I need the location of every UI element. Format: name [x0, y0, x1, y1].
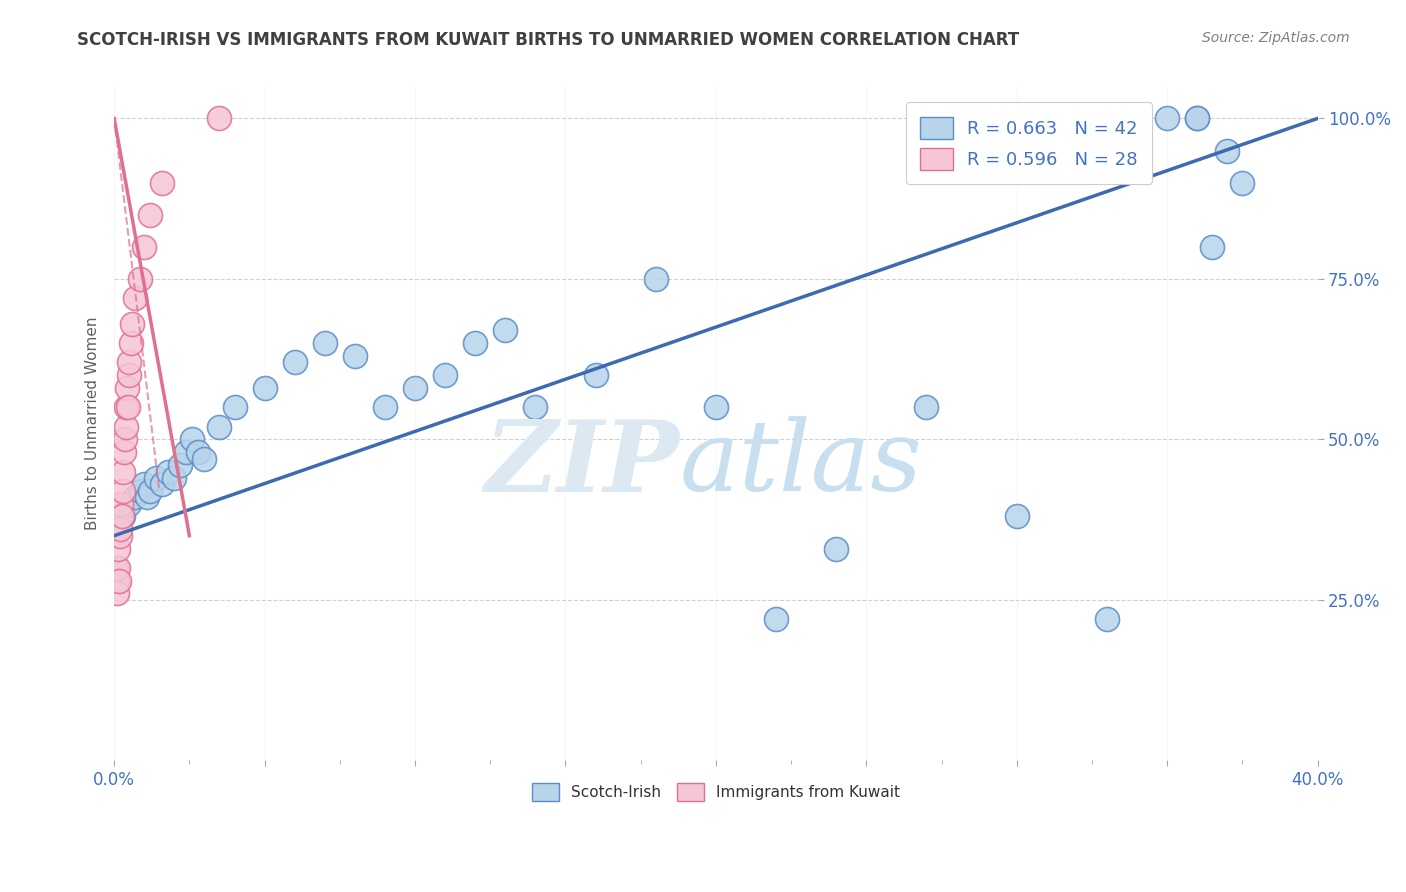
Point: [139, 208, 162, 222]
Point: [114, 419, 136, 434]
Point: [112, 445, 135, 459]
Point: [115, 381, 138, 395]
Point: [1232, 176, 1254, 190]
Point: [1201, 240, 1223, 254]
Point: [464, 336, 486, 351]
Point: [343, 349, 366, 363]
Point: [825, 541, 848, 556]
Point: [187, 445, 209, 459]
Point: [139, 483, 162, 498]
Point: [253, 381, 276, 395]
Point: [1095, 612, 1118, 626]
Point: [108, 574, 131, 588]
Point: [112, 509, 135, 524]
Point: [181, 433, 204, 447]
Point: [118, 355, 141, 369]
Text: ZIP: ZIP: [485, 416, 679, 512]
Point: [208, 112, 231, 126]
Point: [284, 355, 307, 369]
Point: [176, 445, 198, 459]
Y-axis label: Births to Unmarried Women: Births to Unmarried Women: [86, 317, 100, 530]
Point: [105, 574, 128, 588]
Point: [765, 612, 787, 626]
Point: [118, 497, 141, 511]
Point: [121, 317, 143, 331]
Point: [136, 490, 159, 504]
Point: [150, 477, 173, 491]
Point: [224, 401, 246, 415]
Point: [524, 401, 547, 415]
Point: [1187, 112, 1209, 126]
Point: [105, 586, 128, 600]
Point: [1156, 112, 1178, 126]
Point: [1187, 112, 1209, 126]
Point: [117, 401, 139, 415]
Legend: Scotch-Irish, Immigrants from Kuwait: Scotch-Irish, Immigrants from Kuwait: [519, 771, 912, 814]
Point: [110, 497, 132, 511]
Point: [111, 509, 134, 524]
Point: [585, 368, 607, 383]
Point: [208, 419, 231, 434]
Point: [112, 465, 135, 479]
Point: [1216, 144, 1239, 158]
Point: [150, 176, 173, 190]
Point: [434, 368, 457, 383]
Point: [169, 458, 191, 472]
Point: [111, 483, 134, 498]
Point: [134, 240, 156, 254]
Point: [104, 561, 127, 575]
Point: [124, 490, 146, 504]
Point: [374, 401, 396, 415]
Point: [120, 336, 142, 351]
Point: [117, 368, 139, 383]
Point: [145, 471, 167, 485]
Point: [644, 272, 666, 286]
Point: [108, 529, 131, 543]
Point: [314, 336, 336, 351]
Point: [108, 522, 131, 536]
Point: [704, 401, 727, 415]
Point: [163, 471, 186, 485]
Point: [115, 401, 138, 415]
Text: SCOTCH-IRISH VS IMMIGRANTS FROM KUWAIT BIRTHS TO UNMARRIED WOMEN CORRELATION CHA: SCOTCH-IRISH VS IMMIGRANTS FROM KUWAIT B…: [77, 31, 1019, 49]
Point: [157, 465, 180, 479]
Point: [494, 323, 516, 337]
Point: [124, 291, 146, 305]
Point: [114, 433, 136, 447]
Point: [107, 541, 129, 556]
Point: [404, 381, 426, 395]
Point: [107, 561, 129, 575]
Point: [1005, 509, 1028, 524]
Text: atlas: atlas: [679, 417, 922, 511]
Point: [128, 272, 150, 286]
Point: [915, 401, 938, 415]
Point: [129, 483, 152, 498]
Point: [134, 477, 156, 491]
Point: [193, 451, 215, 466]
Text: Source: ZipAtlas.com: Source: ZipAtlas.com: [1202, 31, 1350, 45]
